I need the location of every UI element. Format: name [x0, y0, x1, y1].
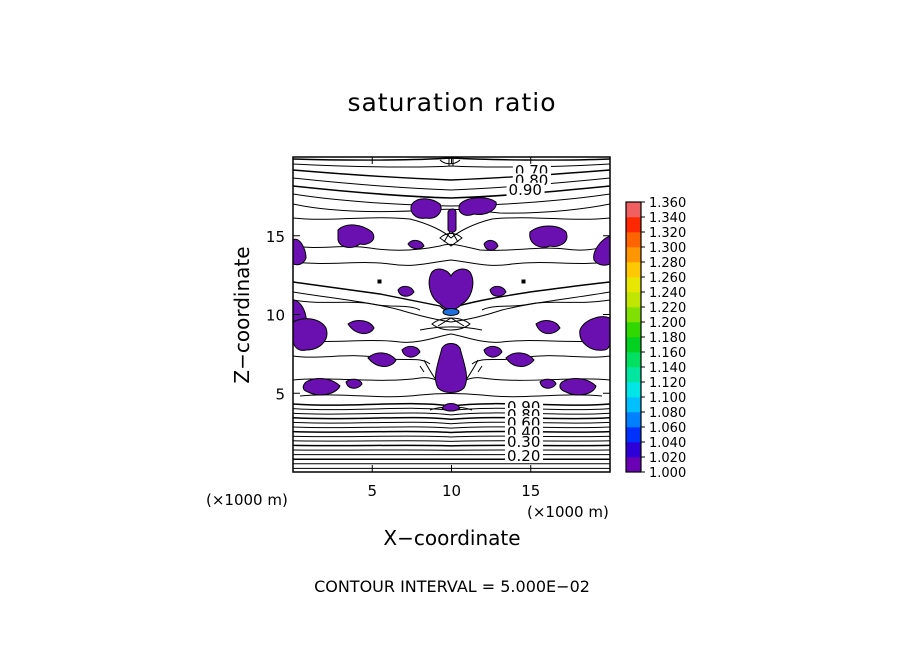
lower-contour-line [293, 440, 610, 442]
colorbar-label: 1.080 [649, 406, 686, 421]
colorbar-segment [626, 217, 641, 233]
supersaturated-region [489, 285, 507, 297]
colorbar: 1.3601.3401.3201.3001.2801.2601.2401.220… [625, 196, 686, 481]
colorbar-segment [626, 397, 641, 413]
contour-label: 0.30 [507, 433, 540, 451]
colorbar-segment [626, 337, 641, 353]
supersaturated-region [483, 345, 503, 358]
colorbar-label: 1.220 [649, 301, 686, 316]
colorbar-segment [626, 442, 641, 458]
supersaturated-region [458, 197, 497, 216]
supersaturated-region [447, 208, 457, 233]
supersaturated-region [428, 268, 474, 311]
supersaturated-region [539, 378, 557, 389]
contour-value-labels: 0.700.800.900.900.800.600.400.300.20 [504, 162, 551, 465]
supersaturated-region [559, 378, 597, 396]
contour-dot [521, 279, 526, 284]
supersaturated-region [535, 320, 561, 334]
supersaturated-region [293, 238, 307, 266]
lower-contour-line [293, 412, 610, 416]
supersaturated-region [407, 239, 425, 250]
y-tick-label: 15 [266, 228, 285, 246]
axis-tick-labels: 5 10 15 5 10 15 [266, 228, 540, 500]
supersaturated-region [367, 352, 397, 367]
y-tick-label: 5 [275, 385, 285, 403]
colorbar-segment [626, 382, 641, 398]
contour-label-bg [506, 182, 545, 197]
contour-interval-note: CONTOUR INTERVAL = 5.000E−02 [314, 577, 590, 596]
colorbar-segment [626, 232, 641, 248]
supersaturated-region [505, 352, 535, 367]
plot-area [293, 157, 610, 472]
colorbar-label: 1.240 [649, 286, 686, 301]
colorbar-label: 1.180 [649, 331, 686, 346]
lower-contour-line [293, 435, 610, 438]
colorbar-label: 1.340 [649, 211, 686, 226]
y-tick-label: 10 [266, 307, 285, 325]
supersaturated-region [441, 403, 461, 412]
supersaturated-region [293, 318, 328, 351]
colorbar-label: 1.360 [649, 196, 686, 211]
lower-contour-line [293, 430, 610, 434]
colorbar-label: 1.260 [649, 271, 686, 286]
colorbar-label: 1.160 [649, 346, 686, 361]
colorbar-label: 1.020 [649, 451, 686, 466]
contour-label-bg [504, 448, 543, 463]
y-axis-unit: (×1000 m) [206, 491, 288, 509]
colorbar-label: 1.200 [649, 316, 686, 331]
colorbar-segment [626, 262, 641, 278]
x-tick-label: 10 [442, 482, 461, 500]
supersaturated-region [579, 316, 610, 351]
colorbar-label: 1.100 [649, 391, 686, 406]
colorbar-label: 1.000 [649, 466, 686, 481]
x-tick-label: 5 [367, 482, 377, 500]
supersaturated-region [347, 320, 375, 334]
lower-contour-line [293, 416, 610, 421]
contour-label-bg [504, 434, 543, 449]
supersaturated-region [593, 235, 610, 266]
contour-dot [377, 279, 382, 284]
axis-ticks [293, 157, 610, 472]
colorbar-segment [626, 292, 641, 308]
colorbar-segment [626, 322, 641, 338]
colorbar-segment [626, 202, 641, 218]
colorbar-segment [626, 412, 641, 428]
supersaturated-region [401, 345, 421, 358]
chart-title: saturation ratio [347, 88, 557, 117]
colorbar-label: 1.320 [649, 226, 686, 241]
contour-label: 0.20 [507, 447, 540, 465]
lower-contour-line [293, 426, 610, 429]
colorbar-segment [626, 352, 641, 368]
supersaturated-region [345, 378, 363, 389]
supersaturated-region [397, 285, 415, 297]
colorbar-label: 1.040 [649, 436, 686, 451]
supersaturated-region [483, 239, 499, 251]
colorbar-segment [626, 367, 641, 383]
x-axis-label: X−coordinate [383, 526, 521, 550]
colorbar-segment [626, 307, 641, 323]
x-tick-label: 15 [521, 482, 540, 500]
colorbar-segment [626, 277, 641, 293]
high-saturation-spot [442, 308, 460, 316]
supersaturated-region [435, 343, 467, 393]
supersaturated-region [410, 198, 442, 219]
colorbar-segment [626, 457, 641, 473]
colorbar-label: 1.120 [649, 376, 686, 391]
supersaturated-region [337, 224, 375, 248]
supersaturated-region [529, 225, 568, 248]
contour-label: 0.90 [509, 181, 542, 199]
colorbar-label: 1.140 [649, 361, 686, 376]
middle-contour-lines [293, 217, 610, 398]
x-axis-unit: (×1000 m) [527, 503, 609, 521]
colorbar-segment [626, 427, 641, 443]
colorbar-label: 1.280 [649, 256, 686, 271]
colorbar-label: 1.060 [649, 421, 686, 436]
lower-contour-line [293, 421, 610, 425]
colorbar-segment [626, 247, 641, 263]
colorbar-label: 1.300 [649, 241, 686, 256]
supersaturated-region [302, 378, 341, 396]
